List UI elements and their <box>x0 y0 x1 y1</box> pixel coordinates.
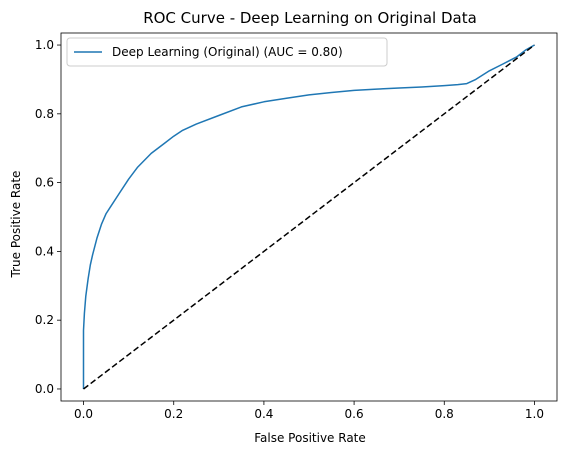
y-tick-label: 1.0 <box>35 38 54 52</box>
y-tick-label: 0.0 <box>35 382 54 396</box>
roc-curve-line <box>82 44 535 389</box>
y-tick-label: 0.4 <box>35 244 54 258</box>
legend: Deep Learning (Original) (AUC = 0.80) <box>66 37 388 67</box>
chart-title: ROC Curve - Deep Learning on Original Da… <box>143 9 477 27</box>
x-tick-label: 0.4 <box>254 407 273 421</box>
y-tick-label: 0.8 <box>35 107 54 121</box>
y-tick-label: 0.2 <box>35 313 54 327</box>
x-tick-label: 1.0 <box>525 407 544 421</box>
plot-area: 0.0 0.2 0.4 0.6 0.8 1.0 0.0 0.2 0.4 0.6 0.8 1.0 <box>35 32 558 421</box>
axes-frame <box>60 32 558 402</box>
y-axis-label: True Positive Rate <box>9 171 23 279</box>
x-axis-label: False Positive Rate <box>254 431 366 445</box>
x-tick-label: 0.0 <box>74 407 93 421</box>
legend-frame <box>66 37 388 67</box>
chance-diagonal-line <box>83 44 535 390</box>
legend-entry-deep-learning: Deep Learning (Original) (AUC = 0.80) <box>112 45 343 59</box>
x-tick-label: 0.8 <box>435 407 454 421</box>
y-tick-label: 0.6 <box>35 176 54 190</box>
x-tick-label: 0.6 <box>345 407 364 421</box>
x-tick-label: 0.2 <box>164 407 183 421</box>
